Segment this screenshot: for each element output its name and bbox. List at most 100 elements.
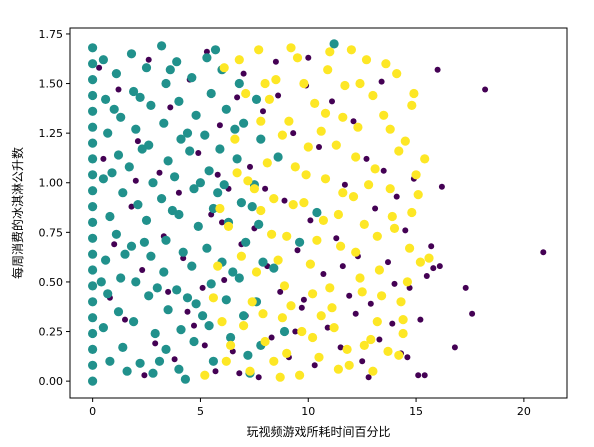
data-point <box>221 104 231 114</box>
data-point <box>180 374 190 384</box>
data-point <box>405 243 415 253</box>
data-point <box>134 138 141 145</box>
data-point <box>367 300 374 307</box>
data-point <box>126 49 137 59</box>
data-point <box>113 150 124 160</box>
data-point <box>113 307 124 317</box>
data-point <box>292 53 303 63</box>
data-point <box>219 180 229 190</box>
data-point <box>254 45 264 55</box>
data-point <box>215 144 225 154</box>
data-point <box>374 265 384 275</box>
y-axis-label: 每周消费的冰淇淋公升数 <box>10 147 25 279</box>
data-point <box>148 178 158 188</box>
data-point <box>316 144 322 150</box>
data-point <box>88 59 98 69</box>
x-tick-label: 20 <box>517 405 531 418</box>
data-point <box>318 215 328 225</box>
data-point <box>341 181 348 188</box>
data-point <box>272 58 279 65</box>
data-point <box>88 328 98 339</box>
data-point <box>126 241 137 251</box>
data-point <box>286 43 296 53</box>
x-tick-label: 15 <box>409 405 423 418</box>
data-point <box>88 75 98 85</box>
data-point <box>363 155 370 162</box>
data-point <box>282 231 292 241</box>
data-point <box>288 200 298 210</box>
data-point <box>150 328 160 339</box>
data-point <box>286 301 296 311</box>
data-point <box>299 78 309 89</box>
data-point <box>234 94 241 101</box>
data-point <box>182 293 193 303</box>
data-point <box>206 88 216 99</box>
data-point <box>215 203 225 214</box>
data-point <box>295 237 305 247</box>
x-axis-label: 玩视频游戏所耗时间百分比 <box>246 424 390 439</box>
data-point <box>275 372 285 382</box>
data-point <box>271 75 281 85</box>
data-point <box>260 78 270 89</box>
data-point <box>428 243 435 250</box>
data-point <box>230 134 240 144</box>
data-point <box>156 169 163 176</box>
data-point <box>217 317 227 327</box>
data-point <box>216 122 223 129</box>
data-point <box>157 41 167 51</box>
data-point <box>277 288 284 295</box>
data-point <box>372 231 382 241</box>
data-point <box>105 356 115 366</box>
data-point <box>338 188 348 198</box>
data-point <box>88 281 98 291</box>
data-point <box>182 128 193 138</box>
data-point <box>469 310 476 317</box>
data-point <box>312 207 322 218</box>
data-point <box>131 124 141 134</box>
data-point <box>279 326 290 337</box>
data-point <box>247 297 257 307</box>
data-point <box>415 257 425 267</box>
data-point <box>297 326 307 337</box>
data-point <box>171 356 178 363</box>
data-point <box>210 45 221 55</box>
data-point <box>394 146 404 156</box>
data-point <box>176 134 186 144</box>
data-point <box>353 122 363 132</box>
data-point <box>129 317 139 327</box>
data-point <box>111 229 121 239</box>
data-point <box>540 249 547 256</box>
data-point <box>118 188 128 198</box>
data-point <box>115 86 122 93</box>
data-point <box>103 289 113 299</box>
data-point <box>282 348 292 358</box>
data-point <box>88 376 98 386</box>
data-point <box>312 235 322 245</box>
data-point <box>260 336 270 347</box>
data-point <box>146 100 156 110</box>
data-point <box>100 155 107 162</box>
data-point <box>137 144 147 154</box>
data-point <box>239 321 249 331</box>
data-point <box>329 39 339 49</box>
data-point <box>361 55 372 65</box>
data-point <box>157 194 167 204</box>
data-point <box>203 48 210 55</box>
data-point <box>331 140 341 150</box>
data-point <box>214 171 221 178</box>
data-point <box>348 192 359 202</box>
data-point <box>351 152 361 162</box>
data-point <box>109 104 119 114</box>
x-axis-ticks: 0 5 10 15 20 <box>89 398 531 418</box>
data-point <box>245 366 255 376</box>
data-point <box>305 54 312 61</box>
data-point <box>88 233 98 243</box>
data-point <box>236 198 246 208</box>
data-point <box>167 205 177 216</box>
data-point <box>243 350 253 360</box>
data-point <box>400 136 410 146</box>
data-point <box>277 130 287 140</box>
data-point <box>141 215 152 225</box>
data-point <box>320 108 331 118</box>
data-point <box>174 364 184 374</box>
